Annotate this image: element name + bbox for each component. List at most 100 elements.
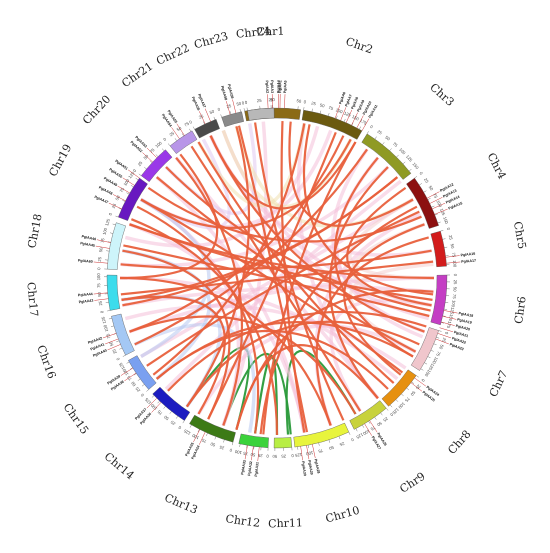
tick-mark: [389, 148, 392, 151]
synteny-link: [119, 153, 219, 280]
tick-mark: [351, 122, 354, 126]
gene-marker: [257, 447, 260, 462]
gene-marker: [232, 99, 237, 114]
chromosome-chr17: [106, 274, 121, 311]
tick-mark: [175, 416, 179, 419]
gene-marker: [93, 292, 108, 295]
tick-label: 100: [149, 402, 158, 411]
gene-marker: [108, 202, 122, 210]
tick-label: 25: [111, 348, 118, 355]
chromosome-chr16: [111, 313, 135, 356]
tick-mark: [396, 154, 399, 158]
tick-mark: [119, 347, 123, 350]
gene-marker: [345, 109, 353, 123]
tick-mark: [223, 439, 225, 443]
tick-label: 50: [438, 344, 445, 351]
tick-mark: [424, 362, 428, 365]
gene-label: PgIAA46: [81, 234, 96, 241]
tick-mark: [161, 148, 165, 152]
tick-mark: [408, 168, 412, 172]
tick-label: 75: [432, 193, 439, 200]
gene-label: PgIAA54: [161, 113, 173, 127]
gene-marker: [193, 429, 201, 443]
gene-label: PgIAA7: [344, 94, 352, 107]
tick-label: 50: [176, 125, 183, 132]
chromosome-chr15: [128, 355, 157, 390]
tick-label: 25: [423, 177, 430, 184]
tick-label: 0: [108, 211, 114, 216]
tick-label: 50: [114, 194, 121, 201]
tick-label: 50: [142, 153, 149, 160]
gene-marker: [312, 444, 316, 459]
gene-marker: [204, 108, 211, 122]
tick-label: 0: [350, 437, 355, 443]
tick-label: 75: [404, 396, 411, 403]
tick-mark: [149, 160, 153, 163]
tick-label: 50: [162, 414, 169, 421]
gene-marker: [93, 261, 108, 264]
chromosome-chr13: [189, 414, 236, 443]
chromosome-name: Chr5: [511, 220, 529, 250]
tick-label: 125: [391, 407, 400, 416]
tick-label: 0: [132, 168, 138, 173]
gene-label: PgIAA17: [461, 259, 476, 264]
synteny-link: [190, 145, 362, 412]
tick-label: 0: [139, 392, 145, 398]
gene-marker: [435, 338, 449, 345]
tick-label: 75: [105, 332, 111, 339]
tick-label: 125: [439, 208, 446, 217]
synteny-link: [302, 124, 434, 296]
gene-marker: [284, 94, 286, 109]
gene-label: PgIAA3: [270, 80, 274, 93]
synteny-link: [140, 138, 352, 229]
gene-marker: [426, 191, 440, 199]
gene-marker: [429, 197, 443, 204]
tick-mark: [118, 207, 122, 210]
tick-label: 0: [228, 447, 232, 453]
tick-label: 25: [311, 100, 317, 106]
tick-mark: [380, 412, 383, 416]
tick-mark: [389, 404, 393, 408]
tick-mark: [374, 417, 377, 420]
chromosome-chr22: [194, 119, 220, 139]
tick-mark: [442, 315, 446, 317]
gene-label: PgIAA6: [338, 91, 346, 104]
tick-label: 50: [250, 452, 256, 458]
tick-label: 0: [389, 412, 395, 418]
tick-label: 50: [296, 98, 302, 104]
tick-label: 25: [168, 130, 175, 137]
synteny-link: [129, 223, 435, 280]
tick-mark: [214, 436, 217, 440]
tick-mark: [167, 143, 171, 147]
gene-marker: [96, 239, 111, 243]
gene-label: PgIAA15: [448, 201, 463, 210]
tick-mark: [130, 185, 134, 188]
tick-mark: [434, 213, 438, 216]
chromosome-chr2: [301, 109, 363, 140]
gene-marker: [437, 333, 452, 339]
tick-label: 0: [99, 310, 104, 314]
tick-mark: [328, 439, 331, 443]
gene-label: PgIAA39: [106, 374, 121, 385]
chromosome-name: Chr6: [512, 295, 529, 324]
tick-label: 100: [431, 356, 439, 365]
chromosome-name: Chr1: [256, 25, 284, 39]
chromosome-name: Chr21: [119, 60, 155, 90]
gene-marker: [112, 194, 126, 202]
chromosome-chr21: [169, 130, 198, 154]
tick-mark: [402, 161, 406, 165]
tick-label: 100: [435, 200, 443, 209]
tick-label: 100: [234, 449, 243, 456]
gene-marker: [300, 446, 303, 461]
tick-label: 75: [328, 105, 335, 111]
tick-label: 75: [317, 448, 323, 454]
tick-mark: [155, 154, 159, 157]
gene-marker: [127, 169, 140, 179]
tick-label: 150: [442, 216, 449, 225]
tick-mark: [189, 424, 192, 428]
gene-marker: [102, 333, 117, 339]
gene-marker: [432, 202, 446, 210]
tick-mark: [401, 393, 404, 397]
